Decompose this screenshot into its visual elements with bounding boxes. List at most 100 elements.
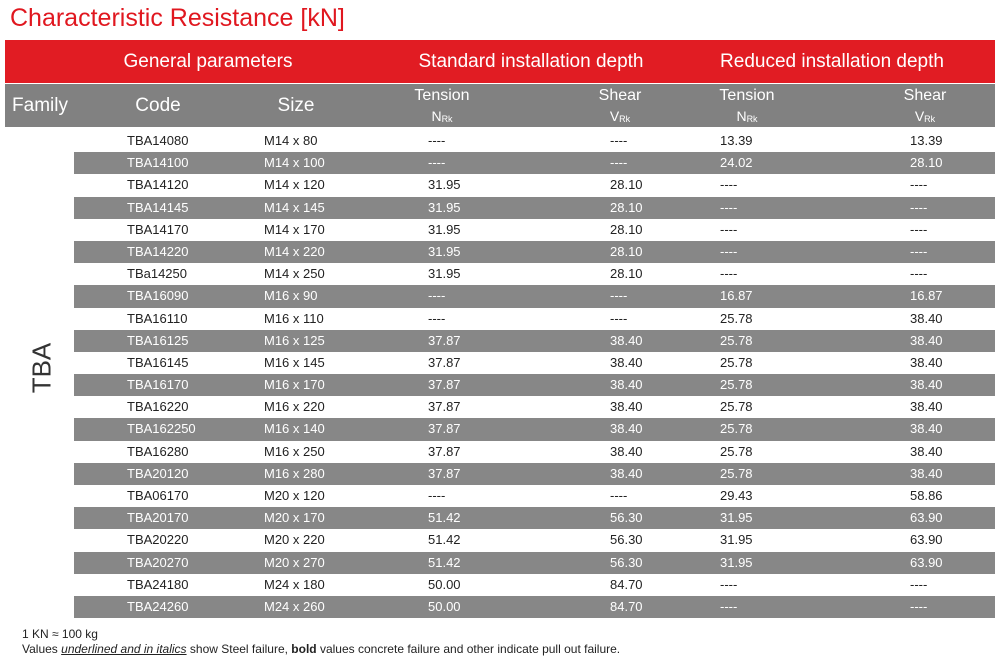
cell-red-tension: 16.87: [720, 288, 753, 304]
cell-std-shear: 28.10: [610, 199, 643, 215]
cell-std-shear: 28.10: [610, 221, 643, 237]
table-row: TBA16220 M16 x 220 37.87 38.40 25.78 38.40: [74, 396, 995, 419]
cell-std-shear: 38.40: [610, 443, 643, 459]
cell-std-tension: ----: [428, 155, 446, 171]
cell-red-shear: 28.10: [910, 155, 943, 171]
cell-red-shear: ----: [910, 598, 928, 614]
cell-red-tension: 31.95: [720, 510, 753, 526]
family-label: TBA: [26, 342, 57, 394]
cell-code: TBA06170: [127, 488, 189, 503]
cell-red-tension: 25.78: [720, 332, 753, 348]
cell-std-tension: 37.87: [428, 377, 461, 393]
table-row: TBA16125 M16 x 125 37.87 38.40 25.78 38.40: [74, 329, 995, 352]
cell-std-tension: 37.87: [428, 332, 461, 348]
cell-red-tension: 25.78: [720, 443, 753, 459]
table-row: TBA20170 M20 x 170 51.42 56.30 31.95 63.90: [74, 507, 995, 530]
cell-size: M20 x 120: [264, 488, 325, 503]
table-row: TBA16170 M16 x 170 37.87 38.40 25.78 38.40: [74, 374, 995, 397]
column-std-shear-symbol: VRk: [609, 108, 631, 124]
cell-code: TBA20120: [127, 465, 189, 481]
cell-red-tension: ----: [720, 177, 738, 193]
cell-std-tension: 31.95: [428, 199, 461, 215]
table-row: TBA06170 M20 x 120 ---- ---- 29.43 58.86: [74, 485, 995, 508]
cell-std-shear: 38.40: [610, 332, 643, 348]
legend-underlined: underlined and in italics: [61, 642, 187, 656]
cell-size: M14 x 100: [264, 155, 325, 171]
legend-bold: bold: [291, 642, 317, 656]
cell-size: M20 x 220: [264, 532, 325, 548]
column-code: Code: [135, 95, 181, 116]
cell-std-shear: 38.40: [610, 421, 643, 437]
cell-red-shear: 38.40: [910, 354, 943, 370]
column-std-tension-symbol: NRk: [431, 108, 453, 124]
cell-red-tension: ----: [720, 266, 738, 282]
group-reduced-depth: Reduced installation depth: [720, 51, 944, 72]
cell-red-tension: 25.78: [720, 354, 753, 370]
group-header-row: General parameters Standard installation…: [5, 40, 995, 83]
cell-code: TBA20270: [127, 554, 189, 570]
cell-code: TBA14220: [127, 243, 189, 259]
cell-size: M16 x 220: [264, 399, 325, 415]
cell-std-tension: 37.87: [428, 354, 461, 370]
cell-red-tension: ----: [720, 598, 738, 614]
cell-std-tension: 31.95: [428, 177, 461, 193]
table-title: Characteristic Resistance [kN]: [10, 4, 345, 32]
cell-std-shear: 38.40: [610, 354, 643, 370]
cell-std-shear: 38.40: [610, 377, 643, 393]
cell-code: TBA20170: [127, 510, 189, 526]
table-row: TBa14250 M14 x 250 31.95 28.10 ---- ----: [74, 263, 995, 286]
cell-std-tension: ----: [428, 488, 446, 503]
cell-red-shear: 13.39: [910, 133, 943, 148]
cell-size: M14 x 80: [264, 133, 318, 148]
cell-std-shear: 84.70: [610, 576, 643, 592]
cell-code: TBA16125: [127, 332, 189, 348]
cell-red-tension: 24.02: [720, 155, 753, 171]
cell-size: M16 x 145: [264, 354, 325, 370]
cell-red-shear: ----: [910, 266, 928, 282]
cell-code: TBA16090: [127, 288, 189, 304]
cell-red-shear: 16.87: [910, 288, 943, 304]
cell-red-tension: 25.78: [720, 399, 753, 415]
table-row: TBA14100 M14 x 100 ---- ---- 24.02 28.10: [74, 152, 995, 175]
cell-size: M16 x 125: [264, 332, 325, 348]
cell-red-tension: 29.43: [720, 488, 753, 503]
column-family: Family: [12, 95, 68, 116]
table-row: TBA14080 M14 x 80 ---- ---- 13.39 13.39: [74, 130, 995, 153]
column-red-tension-symbol: NRk: [736, 108, 758, 124]
table-row: TBA20220 M20 x 220 51.42 56.30 31.95 63.90: [74, 529, 995, 552]
cell-std-tension: 51.42: [428, 532, 461, 548]
cell-size: M16 x 140: [264, 421, 325, 437]
cell-std-shear: 56.30: [610, 554, 643, 570]
cell-std-tension: 31.95: [428, 243, 461, 259]
cell-code: TBA16220: [127, 399, 189, 415]
cell-red-tension: 25.78: [720, 465, 753, 481]
table-row: TBA16280 M16 x 250 37.87 38.40 25.78 38.40: [74, 440, 995, 463]
cell-code: TBA16280: [127, 443, 189, 459]
cell-red-tension: ----: [720, 199, 738, 215]
table-row: TBA20120 M16 x 280 37.87 38.40 25.78 38.40: [74, 462, 995, 485]
cell-red-shear: 63.90: [910, 554, 943, 570]
cell-std-shear: 38.40: [610, 399, 643, 415]
cell-code: TBA14100: [127, 155, 189, 171]
column-red-shear: Shear: [903, 87, 947, 104]
cell-red-shear: ----: [910, 199, 928, 215]
table-row: TBA14120 M14 x 120 31.95 28.10 ---- ----: [74, 174, 995, 197]
cell-std-tension: 37.87: [428, 421, 461, 437]
cell-red-shear: 38.40: [910, 377, 943, 393]
cell-std-shear: 56.30: [610, 532, 643, 548]
table-row: TBA162250 M16 x 140 37.87 38.40 25.78 38.40: [74, 418, 995, 441]
cell-std-shear: 56.30: [610, 510, 643, 526]
cell-std-shear: ----: [610, 155, 628, 171]
cell-code: TBA16145: [127, 354, 189, 370]
footnote-conversion: 1 KN ≈ 100 kg: [22, 627, 98, 641]
cell-std-tension: 37.87: [428, 443, 461, 459]
cell-red-shear: ----: [910, 221, 928, 237]
cell-std-tension: ----: [428, 133, 446, 148]
cell-red-tension: ----: [720, 243, 738, 259]
cell-code: TBa14250: [127, 266, 187, 282]
footnote-legend: Values underlined and in italics show St…: [22, 642, 621, 656]
cell-size: M24 x 180: [264, 576, 325, 592]
cell-size: M24 x 260: [264, 598, 325, 614]
cell-red-shear: ----: [910, 576, 928, 592]
cell-std-tension: 51.42: [428, 510, 461, 526]
